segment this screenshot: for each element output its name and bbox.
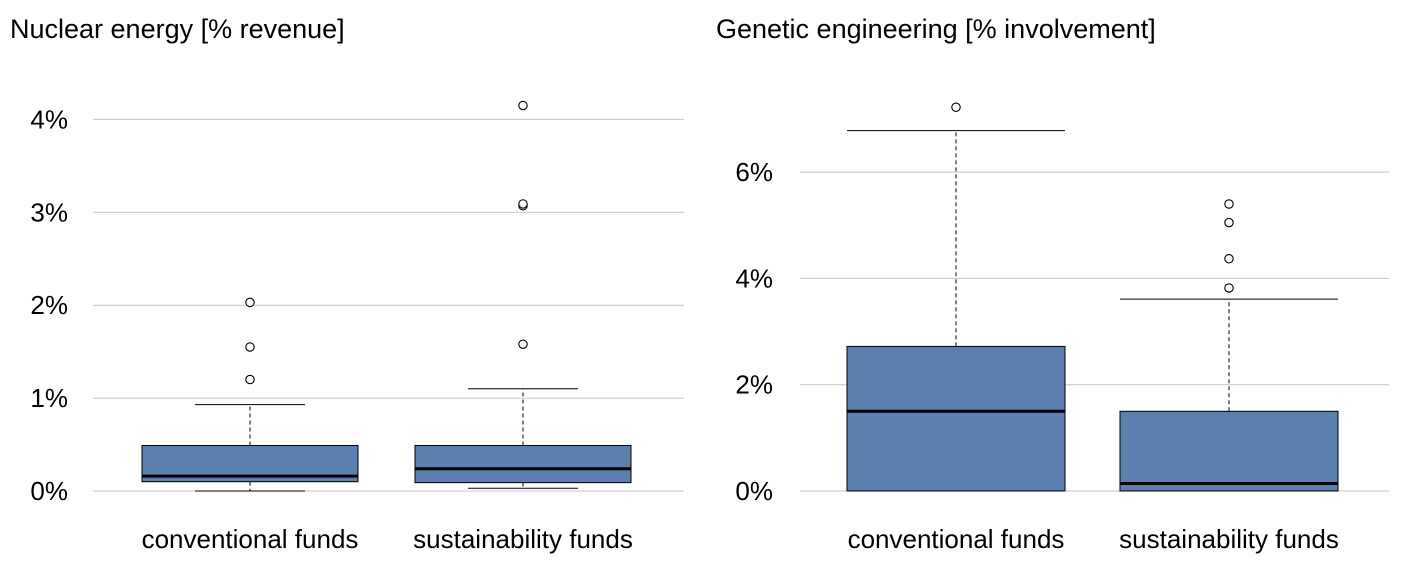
y-tick-label: 2% bbox=[30, 290, 68, 320]
x-category-label: sustainability funds bbox=[413, 524, 633, 554]
y-tick-label: 0% bbox=[735, 476, 773, 506]
iqr-box bbox=[1119, 410, 1339, 492]
outlier-point bbox=[518, 339, 528, 349]
outlier-point bbox=[518, 100, 528, 111]
outlier-point bbox=[245, 342, 255, 352]
outlier-point bbox=[1224, 199, 1234, 209]
outlier-point bbox=[1224, 283, 1234, 293]
x-axis-genetic-engineering: conventional funds sustainability funds bbox=[848, 524, 1339, 554]
y-tick-label: 6% bbox=[735, 157, 773, 187]
outlier-point bbox=[245, 297, 255, 308]
y-axis-genetic-engineering: 0% 2% 4% 6% bbox=[735, 157, 773, 506]
boxes-genetic-engineering bbox=[846, 102, 1339, 492]
box-sustainability-funds bbox=[1119, 199, 1339, 492]
x-category-label: sustainability funds bbox=[1119, 524, 1339, 554]
y-tick-label: 4% bbox=[30, 104, 68, 134]
chart-title-genetic-engineering: Genetic engineering [% involvement] bbox=[716, 14, 1156, 44]
box-sustainability-funds bbox=[414, 100, 632, 489]
outlier-point bbox=[1224, 217, 1234, 228]
y-tick-label: 0% bbox=[30, 476, 68, 506]
iqr-box bbox=[414, 444, 632, 484]
panel-nuclear-energy: Nuclear energy [% revenue] 0% 1% 2% 3% 4% co… bbox=[10, 14, 684, 554]
x-category-label: conventional funds bbox=[142, 524, 359, 554]
box-conventional-funds bbox=[141, 297, 359, 492]
outlier-point bbox=[245, 374, 255, 385]
outlier-point bbox=[518, 199, 528, 209]
y-tick-label: 4% bbox=[735, 263, 773, 293]
chart-title-nuclear-energy: Nuclear energy [% revenue] bbox=[10, 14, 345, 44]
box-conventional-funds bbox=[846, 102, 1066, 492]
x-category-label: conventional funds bbox=[848, 524, 1065, 554]
y-tick-label: 1% bbox=[30, 383, 68, 413]
grid-nuclear-energy bbox=[93, 118, 684, 492]
panel-genetic-engineering: Genetic engineering [% involvement] 0% 2%… bbox=[716, 14, 1389, 554]
x-axis-nuclear-energy: conventional funds sustainability funds bbox=[142, 524, 633, 554]
y-axis-nuclear-energy: 0% 1% 2% 3% 4% bbox=[30, 104, 68, 506]
iqr-box bbox=[846, 345, 1066, 492]
y-tick-label: 3% bbox=[30, 197, 68, 227]
y-tick-label: 2% bbox=[735, 370, 773, 400]
outlier-point bbox=[1224, 253, 1234, 264]
outlier-point bbox=[951, 102, 961, 113]
boxes-nuclear-energy bbox=[141, 100, 632, 492]
